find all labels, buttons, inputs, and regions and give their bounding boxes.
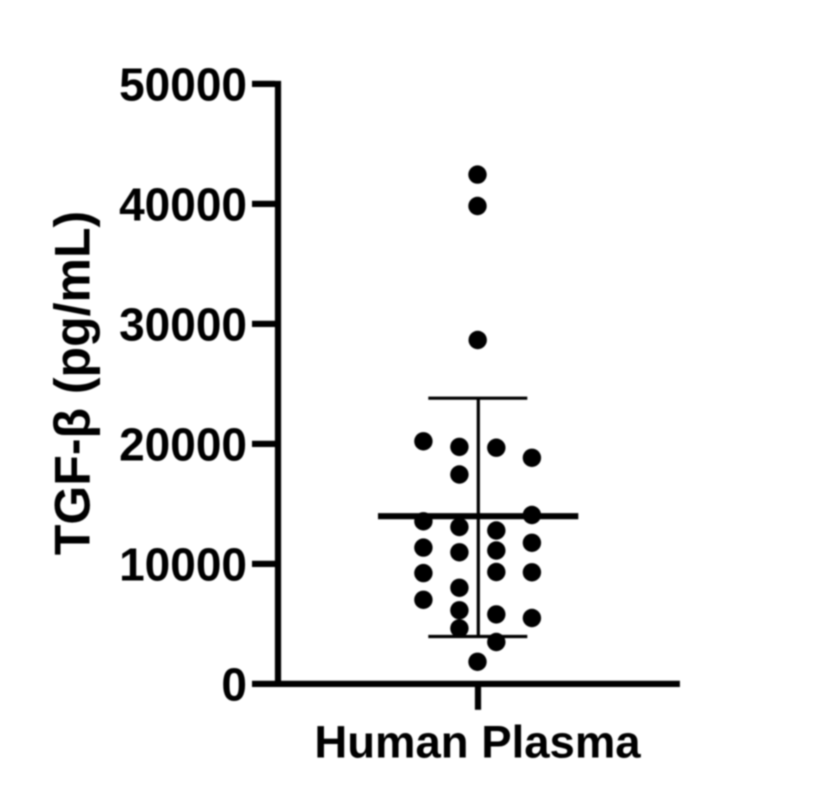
svg-text:20000: 20000 xyxy=(119,419,247,471)
svg-text:TGF-β (pg/mL): TGF-β (pg/mL) xyxy=(45,211,101,555)
svg-text:10000: 10000 xyxy=(119,539,247,591)
svg-text:Human Plasma: Human Plasma xyxy=(314,717,641,768)
svg-text:40000: 40000 xyxy=(119,179,247,231)
svg-text:30000: 30000 xyxy=(119,299,247,351)
svg-text:50000: 50000 xyxy=(119,59,247,111)
svg-text:0: 0 xyxy=(221,659,247,711)
